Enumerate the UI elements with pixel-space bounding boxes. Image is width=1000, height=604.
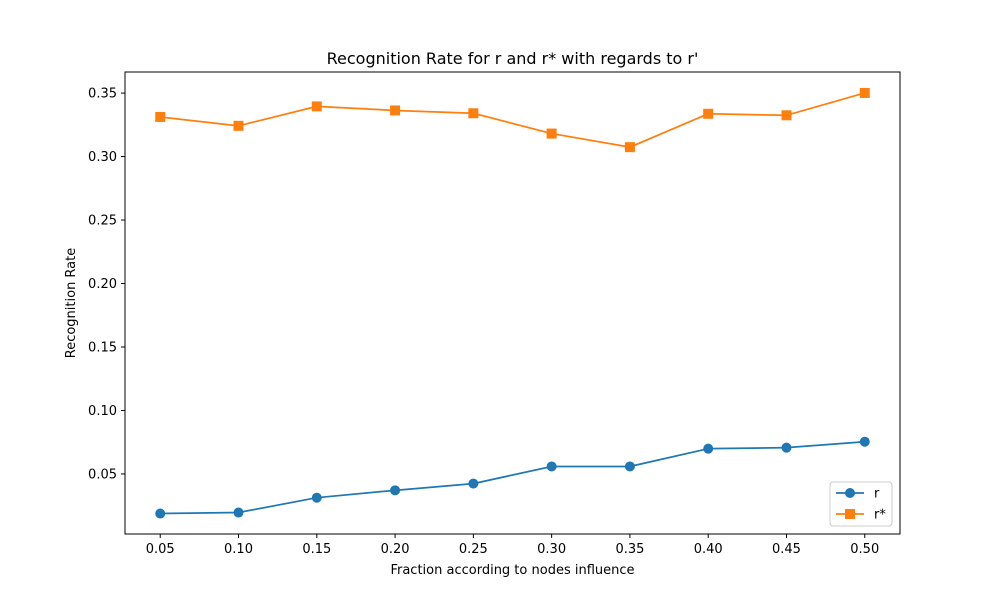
legend-label-r: r bbox=[874, 487, 880, 502]
plot-area-frame bbox=[124, 71, 901, 535]
data-point-r-star bbox=[703, 108, 714, 119]
y-tick-label: 0.25 bbox=[88, 214, 117, 229]
y-axis-label: Recognition Rate bbox=[64, 248, 79, 359]
x-tick-label: 0.20 bbox=[381, 542, 410, 557]
y-axis-ticks: 0.05 0.10 0.15 0.20 0.25 0.30 0.35 bbox=[88, 87, 125, 482]
legend: r r* bbox=[829, 481, 893, 527]
data-point-r-star bbox=[390, 105, 401, 116]
data-point-r bbox=[311, 492, 322, 503]
y-tick-label: 0.15 bbox=[88, 340, 117, 355]
data-point-r bbox=[390, 485, 401, 496]
series-line-r bbox=[159, 440, 866, 515]
data-point-r-star bbox=[468, 108, 479, 119]
data-point-r-star bbox=[233, 120, 244, 131]
chart-title: Recognition Rate for r and r* with regar… bbox=[327, 49, 699, 68]
data-point-r-star bbox=[781, 110, 792, 121]
data-point-r-star bbox=[624, 142, 635, 153]
series-r-star bbox=[155, 87, 870, 153]
x-tick-label: 0.45 bbox=[772, 542, 801, 557]
data-point-r-star bbox=[311, 101, 322, 112]
legend-marker-r-star bbox=[845, 509, 855, 519]
series-r bbox=[155, 436, 870, 519]
x-axis-label: Fraction according to nodes influence bbox=[390, 563, 634, 578]
data-point-r bbox=[233, 507, 244, 518]
data-point-r bbox=[781, 442, 792, 453]
x-tick-label: 0.05 bbox=[146, 542, 175, 557]
legend-marker-r bbox=[845, 488, 855, 498]
x-tick-label: 0.15 bbox=[302, 542, 331, 557]
y-tick-label: 0.20 bbox=[88, 277, 117, 292]
data-point-r-star bbox=[859, 87, 870, 98]
legend-items: r r* bbox=[836, 487, 886, 523]
y-tick-label: 0.35 bbox=[88, 87, 117, 102]
y-tick-label: 0.05 bbox=[88, 467, 117, 482]
data-point-r bbox=[859, 436, 870, 447]
data-point-r bbox=[546, 461, 557, 472]
x-tick-label: 0.10 bbox=[224, 542, 253, 557]
x-axis-ticks: 0.05 0.10 0.15 0.20 0.25 0.30 0.35 0.40 0.45 0.50 bbox=[146, 534, 879, 557]
x-tick-label: 0.30 bbox=[537, 542, 566, 557]
data-point-r-star bbox=[546, 128, 557, 139]
x-tick-label: 0.35 bbox=[615, 542, 644, 557]
data-point-r bbox=[624, 461, 635, 472]
data-point-r bbox=[703, 443, 714, 454]
series-layer bbox=[155, 87, 870, 519]
y-tick-label: 0.10 bbox=[88, 404, 117, 419]
series-line-r-star bbox=[159, 92, 866, 149]
data-point-r bbox=[468, 478, 479, 489]
data-point-r-star bbox=[155, 111, 166, 122]
legend-label-r-star: r* bbox=[874, 508, 886, 523]
x-tick-label: 0.40 bbox=[694, 542, 723, 557]
y-tick-label: 0.30 bbox=[88, 150, 117, 165]
x-tick-label: 0.50 bbox=[850, 542, 879, 557]
x-tick-label: 0.25 bbox=[459, 542, 488, 557]
data-point-r bbox=[155, 508, 166, 519]
